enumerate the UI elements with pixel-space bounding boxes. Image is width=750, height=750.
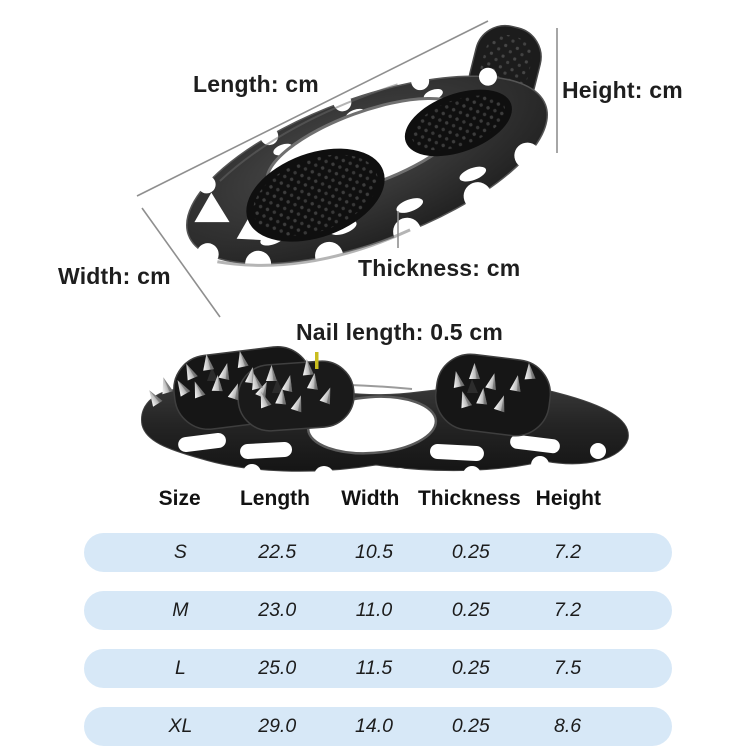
cell-length: 29.0 xyxy=(258,715,297,737)
width-label: Width: cm xyxy=(58,263,171,289)
size-table: Size Length Width Thickness Height S 22.… xyxy=(84,483,672,746)
cell-height: 8.6 xyxy=(554,715,582,737)
header-height: Height xyxy=(535,487,601,510)
header-size: Size xyxy=(158,487,201,510)
header-width: Width xyxy=(341,487,400,510)
cell-size: XL xyxy=(168,715,193,737)
cell-thickness: 0.25 xyxy=(451,541,490,563)
crampon-side-view-drawing xyxy=(141,346,629,488)
spike-plate-heel xyxy=(434,353,552,437)
thickness-label: Thickness: cm xyxy=(358,255,521,281)
spike-plate-middle xyxy=(237,360,355,432)
cell-width: 14.0 xyxy=(355,715,393,737)
size-table-row-m: M 23.0 11.0 0.25 7.2 xyxy=(84,591,672,630)
cell-size: M xyxy=(172,599,189,621)
cell-length: 22.5 xyxy=(258,541,297,563)
size-table-row-l: L 25.0 11.5 0.25 7.5 xyxy=(84,649,672,688)
cell-length: 25.0 xyxy=(258,657,297,679)
cell-thickness: 0.25 xyxy=(451,599,490,621)
cell-height: 7.5 xyxy=(554,657,582,679)
length-label: Length: cm xyxy=(193,71,319,97)
cell-thickness: 0.25 xyxy=(451,715,490,737)
height-label: Height: cm xyxy=(562,77,683,103)
size-table-row-s: S 22.5 10.5 0.25 7.2 xyxy=(84,533,672,572)
cell-size: S xyxy=(173,541,187,563)
cell-thickness: 0.25 xyxy=(451,657,490,679)
cell-height: 7.2 xyxy=(554,599,582,621)
cell-width: 10.5 xyxy=(355,541,393,563)
cell-height: 7.2 xyxy=(554,541,582,563)
header-thickness: Thickness xyxy=(417,487,521,510)
size-table-header: Size Length Width Thickness Height xyxy=(84,483,672,514)
cell-size: L xyxy=(174,657,186,679)
cell-length: 23.0 xyxy=(258,599,297,621)
nail-length-label: Nail length: 0.5 cm xyxy=(296,319,504,345)
header-length: Length xyxy=(239,487,310,510)
crampon-side-view-photo xyxy=(112,337,657,488)
size-table-row-xl: XL 29.0 14.0 0.25 8.6 xyxy=(84,707,672,746)
cell-width: 11.5 xyxy=(355,657,393,679)
cell-width: 11.0 xyxy=(355,599,393,621)
